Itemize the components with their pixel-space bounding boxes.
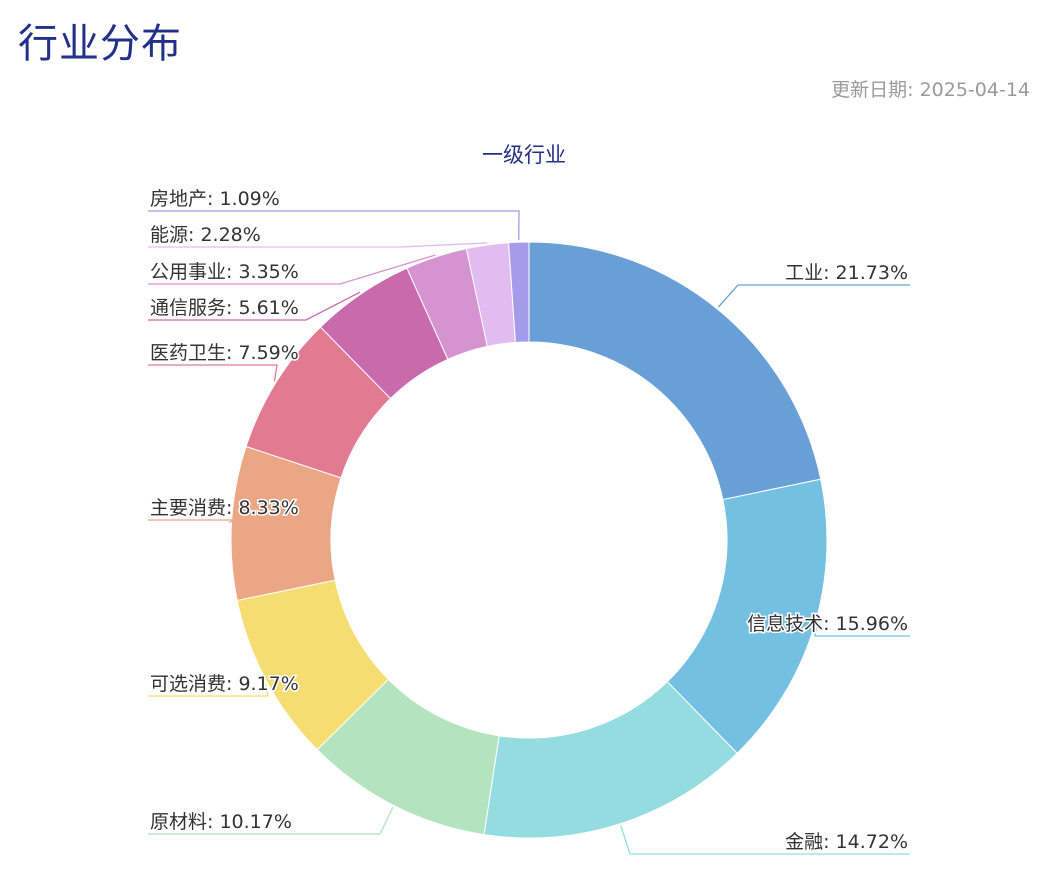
slice-label: 公用事业: 3.35% xyxy=(150,261,299,283)
leader-line xyxy=(148,519,235,524)
leader-line xyxy=(717,284,910,308)
slice-label: 房地产: 1.09% xyxy=(150,188,280,210)
slice-label: 原材料: 10.17% xyxy=(150,811,292,833)
leader-line xyxy=(620,825,910,855)
leader-line xyxy=(148,291,361,321)
leader-lines-layer xyxy=(148,210,910,855)
leader-line xyxy=(148,254,436,285)
slice-label: 工业: 21.73% xyxy=(785,262,908,284)
leader-line xyxy=(148,364,278,382)
slice-label: 主要消费: 8.33% xyxy=(150,497,299,519)
leader-line xyxy=(148,807,394,835)
donut-slice[interactable] xyxy=(508,241,530,343)
slice-label: 可选消费: 9.17% xyxy=(150,673,299,695)
leader-line xyxy=(148,210,520,241)
update-date-label: 更新日期: xyxy=(831,79,914,101)
page-title: 行业分布 xyxy=(18,21,182,67)
slice-label: 医药卫生: 7.59% xyxy=(150,342,299,364)
leader-line xyxy=(148,681,269,697)
slice-label: 金融: 14.72% xyxy=(785,831,908,853)
donut-slice[interactable] xyxy=(528,241,822,501)
update-date-value: 2025-04-14 xyxy=(919,79,1030,101)
leader-line xyxy=(814,627,910,637)
slice-label: 通信服务: 5.61% xyxy=(150,297,299,319)
leader-line xyxy=(148,242,488,248)
slice-label: 信息技术: 15.96% xyxy=(747,613,908,635)
slice-label: 能源: 2.28% xyxy=(150,224,261,246)
slices-layer xyxy=(230,241,828,839)
chart-title: 一级行业 xyxy=(482,143,566,167)
labels-layer: 工业: 21.73% 信息技术: 15.96% 金融: 14.72% 原材料: 10.… xyxy=(149,187,910,855)
update-date: 更新日期: 2025-04-14 xyxy=(831,77,1030,103)
